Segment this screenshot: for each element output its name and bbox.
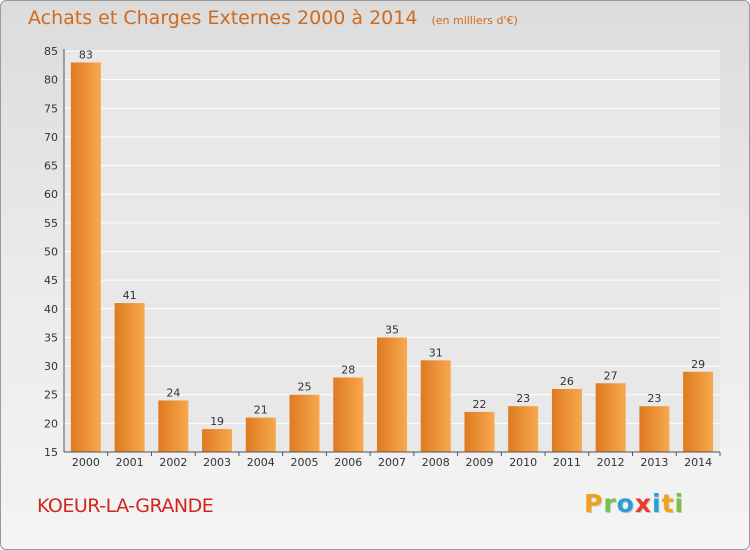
- y-tick-label: 85: [44, 45, 58, 58]
- title-row: Achats et Charges Externes 2000 à 2014 (…: [28, 7, 518, 29]
- bar: [158, 400, 189, 452]
- data-label: 23: [647, 392, 661, 405]
- data-label: 24: [166, 386, 180, 399]
- y-tick-label: 30: [44, 360, 58, 373]
- x-tick-label: 2000: [72, 456, 100, 469]
- chart-unit: (en milliers d'€): [431, 14, 518, 27]
- x-tick-label: 2007: [378, 456, 406, 469]
- data-label: 41: [123, 289, 137, 302]
- logo-letter: i: [652, 489, 662, 518]
- bar: [245, 417, 276, 452]
- bar: [683, 371, 714, 452]
- logo-letter: x: [634, 489, 652, 518]
- bar: [114, 303, 145, 452]
- data-labels: 83 41 24 19 21 25 28 35 31 22 23 26 27 23 29: [79, 48, 705, 428]
- x-tick-label: 2012: [597, 456, 625, 469]
- x-tick-label: 2009: [465, 456, 493, 469]
- data-label: 29: [691, 358, 705, 371]
- bars: [70, 62, 714, 452]
- y-tick-label: 15: [44, 446, 58, 459]
- x-tick-label: 2004: [247, 456, 275, 469]
- bar: [70, 62, 101, 452]
- x-tick-label: 2003: [203, 456, 231, 469]
- data-label: 22: [472, 398, 486, 411]
- y-tick-label: 45: [44, 274, 58, 287]
- bar: [595, 383, 626, 452]
- bar: [508, 406, 539, 452]
- data-label: 28: [341, 364, 355, 377]
- data-label: 25: [298, 381, 312, 394]
- x-tick-label: 2014: [684, 456, 712, 469]
- data-label: 21: [254, 404, 268, 417]
- gridlines: [64, 50, 720, 453]
- data-label: 31: [429, 346, 443, 359]
- x-tick-label: 2005: [291, 456, 319, 469]
- y-tick-label: 80: [44, 74, 58, 87]
- bar: [333, 377, 364, 452]
- bar: [377, 337, 407, 452]
- logo-letter: r: [603, 489, 617, 518]
- data-label: 83: [79, 48, 93, 61]
- y-tick-label: 20: [44, 417, 58, 430]
- y-axis-labels: 15 20 25 30 35 40 45 50 55 60 65 70 75 80 85: [44, 45, 58, 459]
- bar: [551, 388, 582, 452]
- location-name: KOEUR-LA-GRANDE: [37, 495, 214, 517]
- logo-letter: o: [616, 489, 635, 518]
- proxiti-logo: Proxiti: [584, 489, 684, 518]
- y-tick-label: 70: [44, 131, 58, 144]
- x-tick-label: 2010: [509, 456, 537, 469]
- x-axis-labels: 2000 2001 2002 2003 2004 2005 2006 2007 2008 2009…: [72, 456, 712, 469]
- axes: [63, 49, 721, 456]
- bar: [202, 429, 233, 452]
- x-tick-label: 2002: [159, 456, 187, 469]
- y-tick-label: 65: [44, 160, 58, 173]
- x-tick-label: 2011: [553, 456, 581, 469]
- y-tick-label: 55: [44, 217, 58, 230]
- data-label: 23: [516, 392, 530, 405]
- chart-title: Achats et Charges Externes 2000 à 2014: [28, 7, 418, 29]
- y-tick-label: 75: [44, 102, 58, 115]
- y-tick-label: 25: [44, 389, 58, 402]
- logo-letter: P: [584, 489, 604, 518]
- data-label: 35: [385, 323, 399, 336]
- bar: [464, 411, 495, 452]
- y-tick-label: 35: [44, 331, 58, 344]
- bar: [289, 394, 320, 452]
- bar: [639, 406, 670, 452]
- y-tick-label: 60: [44, 188, 58, 201]
- data-label: 19: [210, 415, 224, 428]
- x-tick-label: 2006: [334, 456, 362, 469]
- data-label: 26: [560, 375, 574, 388]
- x-tick-label: 2001: [116, 456, 144, 469]
- x-tick-label: 2013: [640, 456, 668, 469]
- bar: [420, 360, 451, 452]
- logo-letter: i: [674, 489, 685, 518]
- logo-letter: t: [661, 489, 675, 518]
- y-tick-label: 40: [44, 303, 58, 316]
- y-tick-label: 50: [44, 246, 58, 259]
- data-label: 27: [604, 369, 618, 382]
- x-tick-label: 2008: [422, 456, 450, 469]
